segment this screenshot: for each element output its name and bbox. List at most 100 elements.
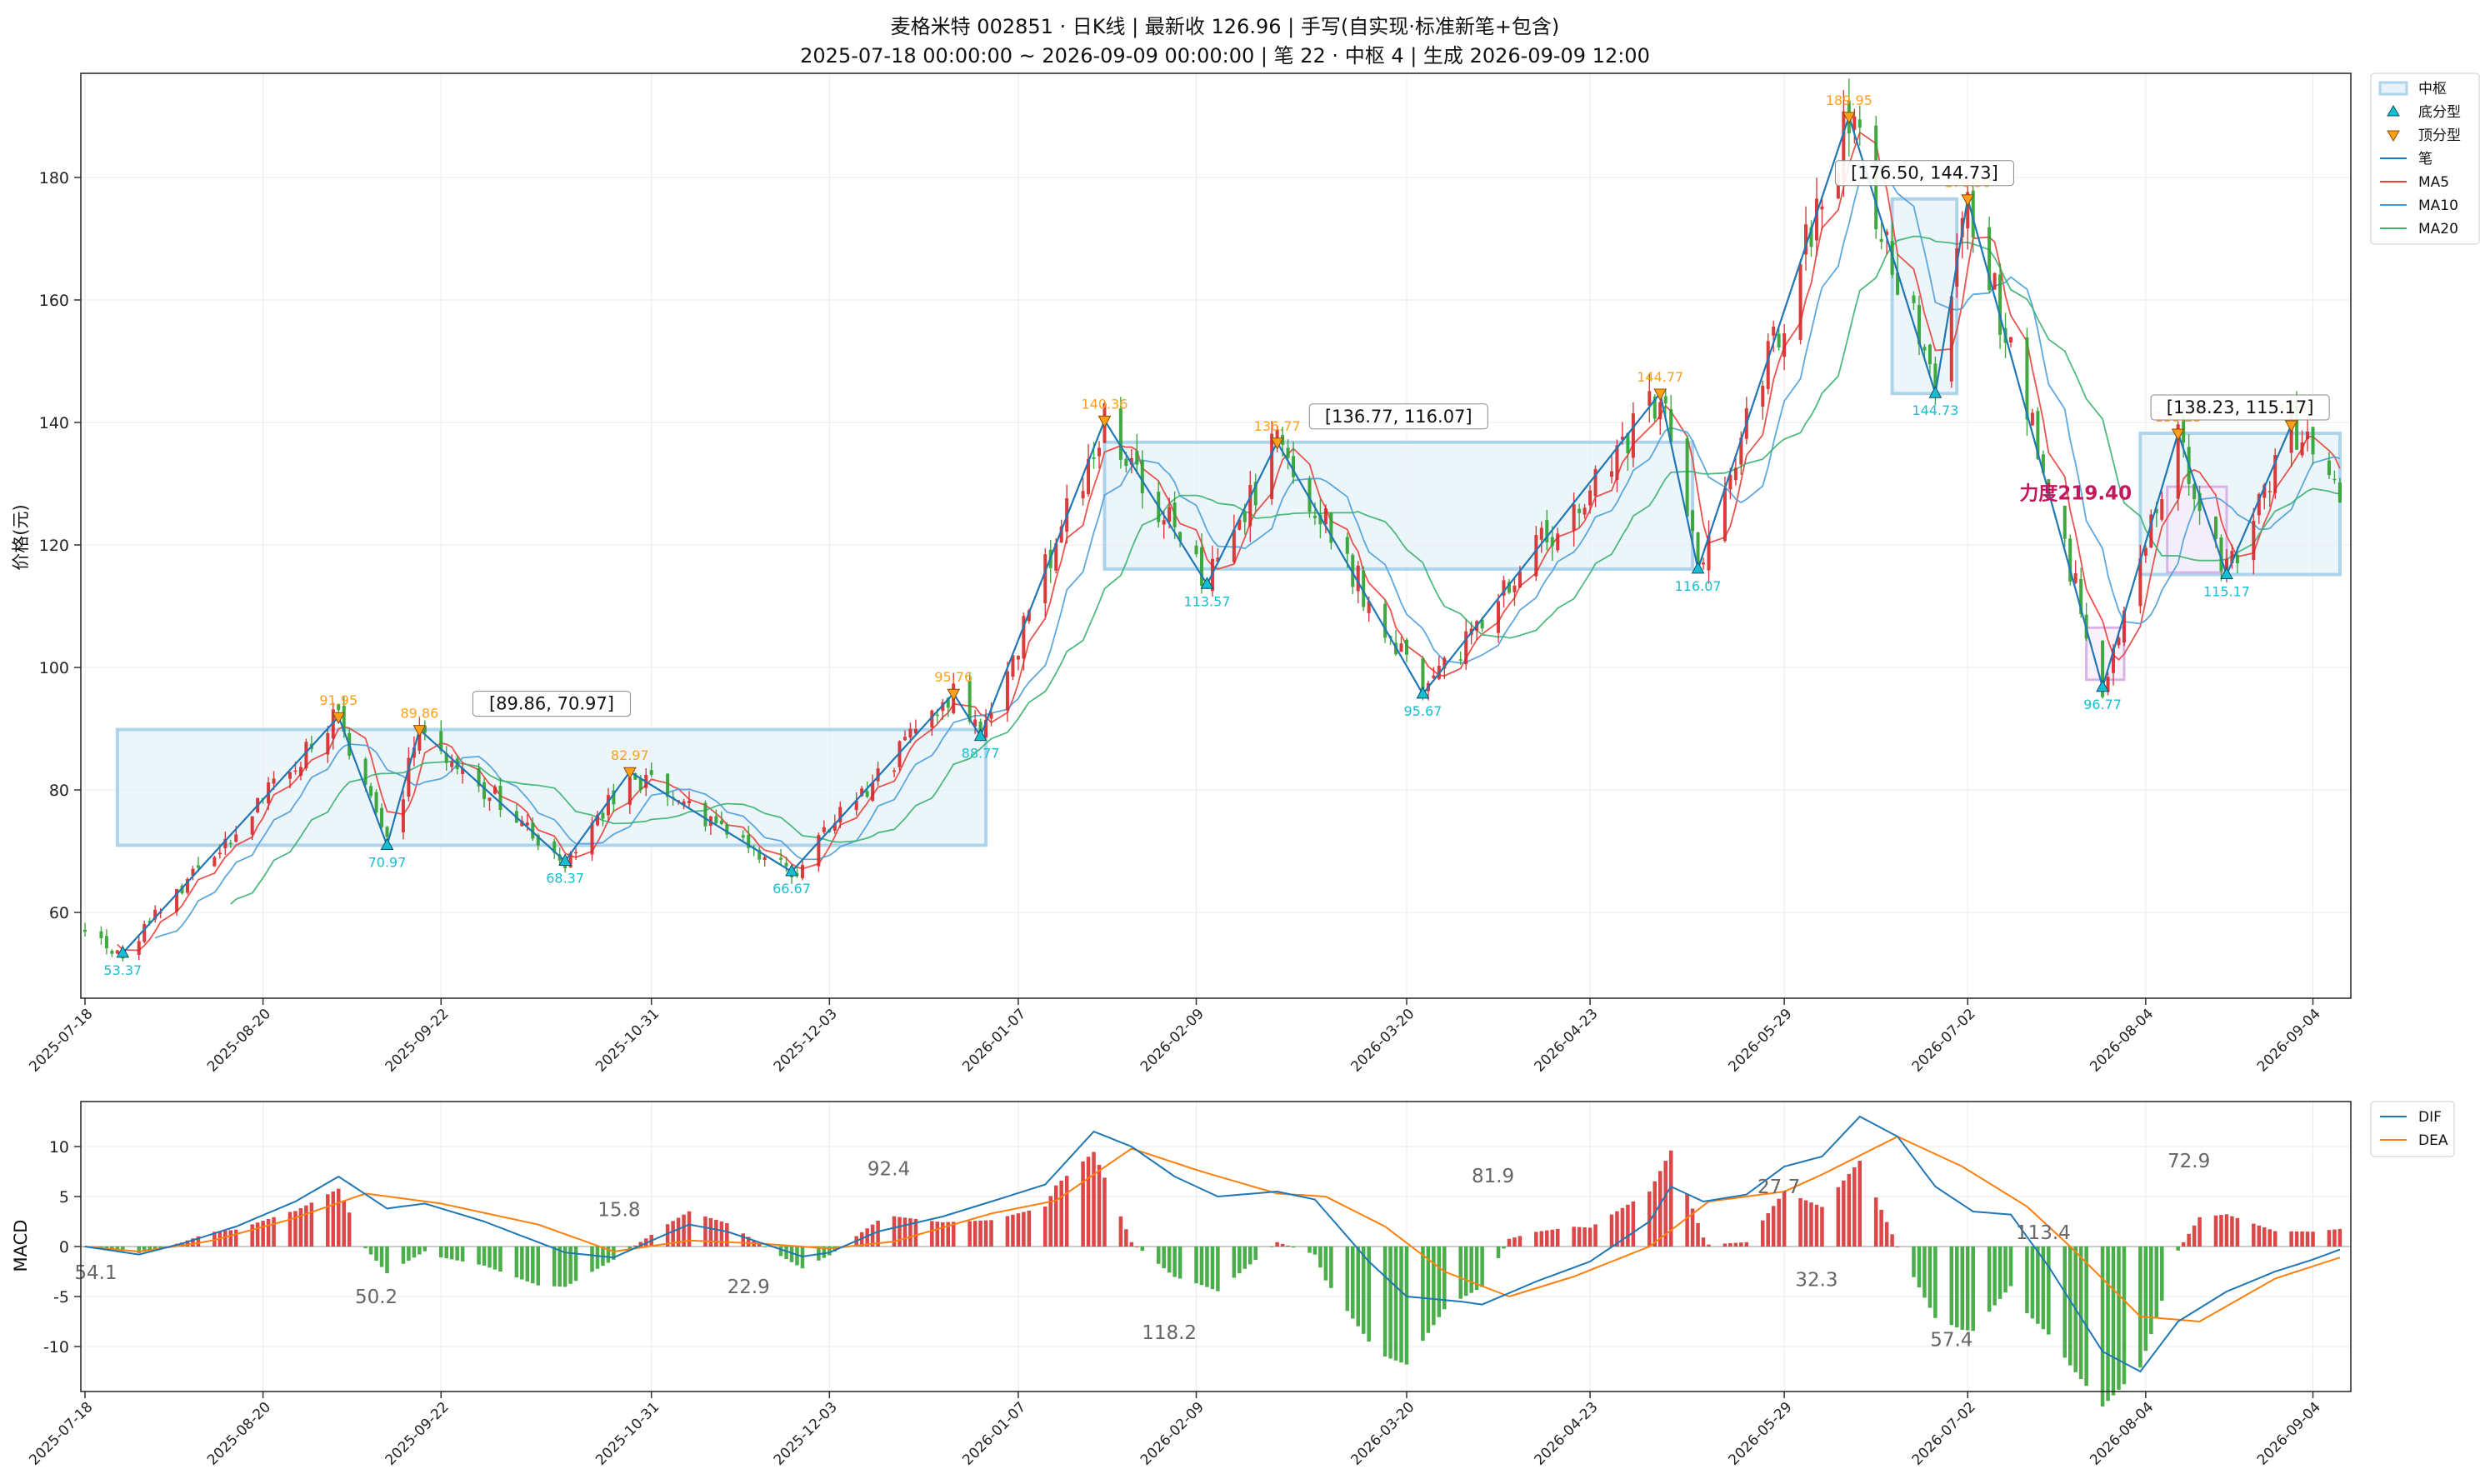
macd-histogram-bar — [488, 1247, 492, 1268]
candle-body — [412, 747, 416, 758]
macd-histogram-bar — [2289, 1231, 2293, 1247]
macd-histogram-bar — [407, 1247, 411, 1261]
candle-body — [1702, 562, 1706, 565]
candle-body — [1761, 385, 1765, 407]
candle-body — [115, 950, 119, 954]
candle-body — [628, 777, 632, 805]
macd-histogram-bar — [1836, 1187, 1841, 1247]
candle — [1545, 509, 1549, 551]
candle-body — [1663, 396, 1668, 404]
price-x-tick-label: 2026-02-09 — [1138, 1006, 1208, 1076]
macd-histogram-bar — [1814, 1204, 1819, 1247]
macd-histogram-bar — [1308, 1247, 1312, 1253]
candle-body — [800, 864, 804, 878]
candle-body — [2041, 454, 2045, 473]
dea-line — [84, 1135, 2341, 1323]
legend-label: MA5 — [2418, 174, 2449, 191]
candle-body — [1270, 433, 1274, 500]
candle-body — [2009, 337, 2013, 343]
macd-histogram-bar — [1064, 1176, 1069, 1247]
macd-histogram-bar — [2160, 1247, 2164, 1301]
legend-label: DIF — [2418, 1109, 2442, 1126]
macd-histogram-bar — [1216, 1247, 1220, 1292]
macd-histogram-bar — [2154, 1247, 2159, 1318]
legend-item: DEA — [2380, 1132, 2448, 1149]
macd-histogram-bar — [2149, 1247, 2153, 1335]
candle-body — [1275, 429, 1279, 442]
candle-body — [1318, 514, 1322, 525]
macd-histogram-bar — [1809, 1202, 1813, 1247]
macd-area-label: 57.4 — [1930, 1330, 1972, 1352]
candle-body — [606, 795, 610, 816]
macd-histogram-bar — [941, 1222, 945, 1247]
macd-histogram-bar — [1685, 1194, 1689, 1247]
candle-body — [1312, 515, 1317, 518]
macd-histogram-bar — [2106, 1247, 2110, 1402]
candle-body — [1216, 557, 1220, 562]
candle — [902, 730, 907, 742]
macd-histogram-bar — [898, 1217, 902, 1247]
macd-histogram-bar — [1852, 1167, 1857, 1247]
candle-body — [2235, 554, 2239, 564]
macd-histogram-bar — [1027, 1210, 1032, 1247]
candle-body — [1917, 305, 1921, 345]
candle — [1556, 527, 1560, 553]
macd-histogram-bar — [1210, 1247, 1215, 1290]
macd-x-tick-label: 2026-02-09 — [1138, 1399, 1208, 1469]
candle — [973, 710, 978, 734]
candle-body — [293, 770, 298, 772]
top-fractal-marker — [1653, 388, 1668, 401]
candle-body — [1027, 610, 1031, 622]
candle-body — [1172, 502, 1177, 527]
candle — [380, 803, 384, 829]
macd-x-tick-label: 2025-12-03 — [771, 1399, 841, 1469]
candle-body — [1545, 520, 1549, 542]
macd-histogram-bar — [930, 1221, 934, 1247]
candle — [1550, 526, 1554, 562]
candle — [185, 877, 190, 895]
candle-body — [1458, 659, 1462, 661]
bottom-fractal-label: 115.17 — [2203, 584, 2250, 600]
candle — [1464, 619, 1468, 670]
candle-body — [1356, 565, 1360, 592]
candle — [2030, 408, 2034, 427]
bottom-fractal-label: 95.67 — [1404, 703, 1442, 719]
candle — [1852, 108, 1857, 144]
candle-body — [2112, 648, 2116, 673]
candle — [876, 762, 880, 787]
macd-histogram-bar — [1393, 1247, 1398, 1361]
macd-histogram-bar — [2257, 1225, 2262, 1247]
macd-histogram-bar — [212, 1232, 217, 1247]
price-y-tick-label: 120 — [39, 537, 69, 555]
macd-histogram-bar — [1318, 1247, 1322, 1268]
candle — [1329, 512, 1333, 550]
ma10-line — [154, 176, 2341, 939]
macd-histogram-bar — [913, 1218, 918, 1247]
candle — [1685, 435, 1689, 521]
candle — [1782, 323, 1787, 371]
macd-histogram-bar — [1518, 1236, 1522, 1247]
candle-body — [1772, 327, 1776, 336]
macd-histogram-bar — [2272, 1231, 2278, 1247]
candle-body — [2176, 424, 2180, 499]
candle-body — [1087, 458, 1091, 495]
candle-body — [1351, 554, 1355, 587]
macd-histogram-bar — [1998, 1247, 2002, 1299]
macd-histogram-bar — [1820, 1207, 1824, 1247]
candle-body — [1992, 272, 1997, 290]
candle — [115, 949, 119, 955]
candle-body — [2332, 478, 2337, 481]
candle — [99, 926, 103, 945]
macd-histogram-bar — [2300, 1231, 2304, 1247]
macd-y-tick-label: 5 — [59, 1188, 69, 1207]
macd-histogram-bar — [2068, 1247, 2072, 1366]
zhongshu-label: [136.77, 116.07] — [1325, 407, 1472, 427]
macd-histogram-bar — [223, 1230, 228, 1247]
macd-histogram-bar — [1312, 1247, 1318, 1255]
macd-histogram-bar — [832, 1247, 838, 1252]
price-y-tick-label: 80 — [49, 782, 69, 800]
candle-body — [946, 697, 950, 708]
ma20-line — [230, 235, 2341, 905]
candle-body — [422, 726, 427, 733]
candle — [1998, 262, 2002, 349]
